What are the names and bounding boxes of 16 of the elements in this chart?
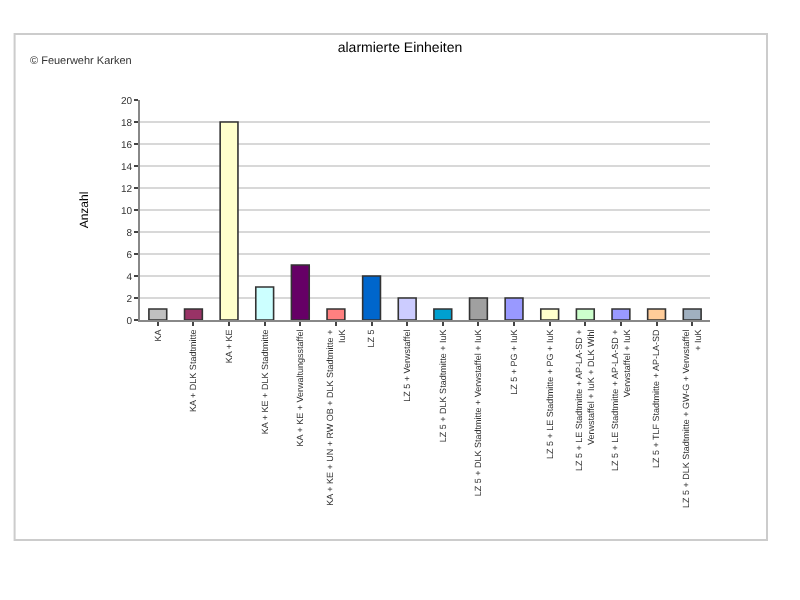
bar — [361, 275, 382, 320]
bar — [219, 121, 239, 320]
bar — [290, 264, 311, 320]
bar — [504, 297, 524, 320]
bar — [254, 286, 275, 320]
bar — [539, 308, 560, 320]
bar — [326, 308, 346, 320]
bar — [682, 308, 702, 320]
bar — [397, 297, 417, 320]
bar — [646, 308, 667, 320]
bar — [575, 308, 596, 320]
bar — [468, 297, 489, 320]
bar — [183, 308, 204, 320]
bar — [148, 308, 168, 320]
bar — [611, 308, 631, 320]
bar — [433, 308, 453, 320]
